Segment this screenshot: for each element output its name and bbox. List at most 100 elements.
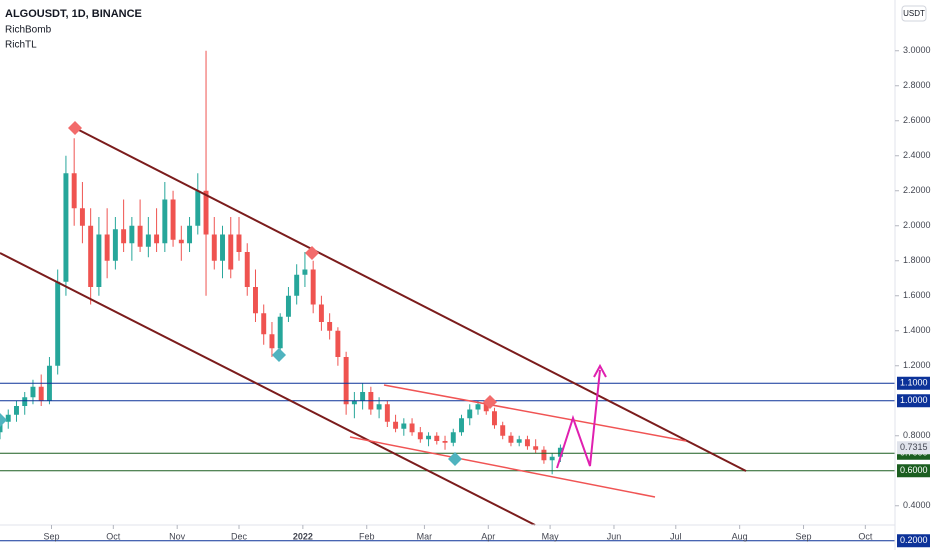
y-tick-label: 2.2000 bbox=[903, 185, 931, 195]
candle-body bbox=[417, 432, 423, 440]
candle-body bbox=[434, 435, 440, 441]
y-tick-label: 2.8000 bbox=[903, 80, 931, 90]
candle-body bbox=[253, 287, 258, 314]
unit-label[interactable]: USDT bbox=[903, 9, 925, 18]
x-tick-label: Jun bbox=[607, 531, 622, 541]
price-label-box bbox=[897, 394, 930, 408]
price-label: 1.1000 bbox=[900, 378, 928, 388]
candle-body bbox=[294, 274, 300, 296]
candle-body bbox=[5, 414, 11, 422]
candle-body bbox=[409, 423, 415, 433]
projection-arrow bbox=[593, 363, 607, 378]
candle-body bbox=[88, 225, 94, 287]
signal-buy bbox=[272, 348, 286, 362]
last-price-label: 0.7315 bbox=[900, 442, 928, 452]
candle-body bbox=[121, 229, 127, 244]
x-tick-label: Jul bbox=[670, 531, 682, 541]
candle-body bbox=[170, 199, 176, 240]
x-tick-label: Oct bbox=[106, 531, 121, 541]
candle-body bbox=[96, 234, 102, 287]
channel-lower bbox=[0, 252, 536, 526]
x-tick-label: Dec bbox=[231, 531, 248, 541]
signal-buy bbox=[448, 452, 462, 466]
candle-body bbox=[393, 421, 399, 429]
symbol-title: ALGOUSDT, 1D, BINANCE bbox=[5, 8, 142, 20]
candle-body bbox=[112, 229, 118, 261]
candle-body bbox=[351, 400, 357, 405]
candle-body bbox=[492, 411, 497, 426]
x-tick-label: Mar bbox=[417, 531, 433, 541]
candle-body bbox=[178, 239, 184, 244]
candle-body bbox=[162, 199, 168, 244]
candle-body bbox=[516, 439, 522, 443]
candle-body bbox=[211, 234, 217, 261]
candle-body bbox=[318, 304, 324, 322]
candle-body bbox=[401, 423, 407, 429]
y-tick-label: 0.8000 bbox=[903, 430, 931, 440]
candle-body bbox=[269, 334, 275, 349]
candle-body bbox=[145, 234, 151, 247]
candle-body bbox=[14, 406, 19, 415]
price-label-box bbox=[897, 464, 930, 478]
candle-body bbox=[327, 322, 333, 331]
candle-body bbox=[277, 316, 283, 349]
candle-body bbox=[220, 234, 225, 261]
y-tick-label: 2.4000 bbox=[903, 150, 931, 160]
candle-body bbox=[79, 208, 85, 226]
x-tick-label: 2022 bbox=[293, 531, 313, 541]
projection-path bbox=[556, 369, 601, 469]
y-tick-label: 1.4000 bbox=[903, 325, 931, 335]
candle-body bbox=[55, 281, 61, 366]
candle-body bbox=[335, 330, 341, 357]
price-label: 1.0000 bbox=[900, 395, 928, 405]
candle-body bbox=[30, 386, 36, 398]
y-tick-label: 1.8000 bbox=[903, 255, 931, 265]
candle-body bbox=[22, 397, 28, 406]
candle-body bbox=[384, 404, 390, 422]
candle-body bbox=[154, 234, 160, 244]
y-tick-label: 0.4000 bbox=[903, 500, 931, 510]
candle-body bbox=[244, 252, 250, 287]
indicator-label: RichBomb bbox=[5, 25, 52, 36]
candle-body bbox=[557, 447, 563, 457]
candle-body bbox=[500, 425, 506, 436]
candle-body bbox=[261, 313, 267, 335]
candle-body bbox=[541, 449, 547, 461]
signal-sell bbox=[483, 395, 497, 409]
channel-upper bbox=[74, 127, 747, 472]
wedge-lower bbox=[349, 436, 656, 498]
candle-body bbox=[203, 190, 209, 235]
y-tick-label: 3.0000 bbox=[903, 45, 931, 55]
x-tick-label: Aug bbox=[732, 531, 748, 541]
candle-body bbox=[104, 234, 110, 261]
candle-body bbox=[0, 421, 3, 433]
y-tick-label: 1.6000 bbox=[903, 290, 931, 300]
candle-body bbox=[285, 295, 291, 317]
candle-body bbox=[533, 446, 539, 450]
axes: 0.4000 0.8000 1.2000 1.4000 1.6000 1.8000 2.00… bbox=[44, 45, 931, 548]
signal-sell bbox=[305, 246, 319, 260]
candle-body bbox=[426, 435, 432, 440]
x-tick-label: Sep bbox=[44, 531, 60, 541]
candle-body bbox=[195, 190, 201, 226]
x-tick-label: Sep bbox=[796, 531, 812, 541]
candle-body bbox=[549, 456, 555, 461]
unit-box[interactable] bbox=[901, 5, 927, 22]
candle-body bbox=[475, 404, 481, 410]
x-tick-label: Nov bbox=[169, 531, 186, 541]
candle-body bbox=[360, 392, 366, 401]
candle-body bbox=[450, 432, 456, 443]
candle-body bbox=[38, 386, 44, 401]
candle-body bbox=[228, 234, 234, 270]
wedge-upper bbox=[383, 384, 687, 442]
price-label: 0.2000 bbox=[900, 535, 928, 545]
candle-body bbox=[376, 404, 382, 410]
candle-body bbox=[137, 225, 143, 247]
signal-buy bbox=[0, 413, 7, 427]
candle-body bbox=[187, 225, 193, 244]
drawings bbox=[0, 121, 747, 526]
candle-body bbox=[129, 225, 135, 244]
candle-body bbox=[343, 357, 349, 405]
signal-sell bbox=[68, 121, 82, 135]
